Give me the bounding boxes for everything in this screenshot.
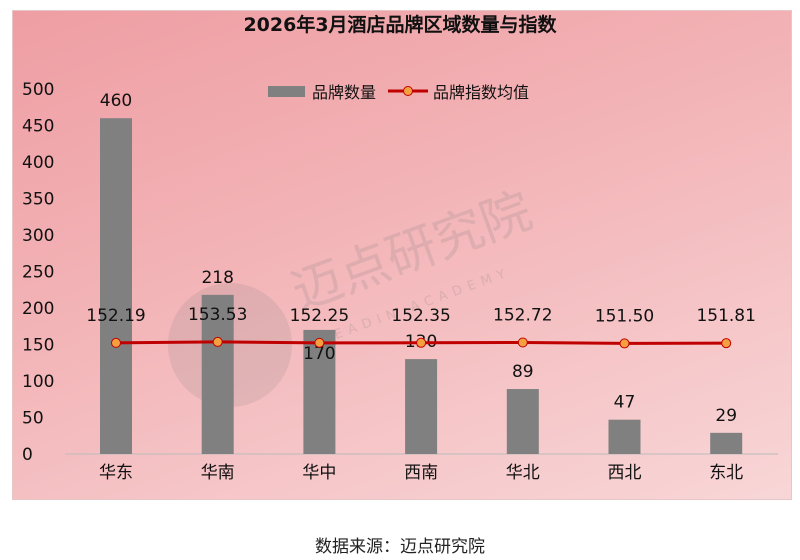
legend-label-bar: 品牌数量 <box>312 83 376 102</box>
bar <box>710 432 743 454</box>
x-tick-label: 西南 <box>404 463 438 483</box>
index-point <box>619 338 630 349</box>
index-data-label: 151.81 <box>696 306 755 326</box>
bar-data-label: 170 <box>303 344 335 364</box>
bar-data-label: 460 <box>100 91 132 111</box>
bar <box>405 359 438 454</box>
bar-data-label: 218 <box>201 268 233 288</box>
legend-label-line: 品牌指数均值 <box>433 83 529 102</box>
index-data-label: 152.72 <box>493 306 552 326</box>
y-tick-label: 500 <box>22 80 54 100</box>
legend-swatch-bar <box>268 86 305 97</box>
bar-data-label: 29 <box>715 406 737 426</box>
legend-swatch-marker <box>403 86 413 96</box>
y-tick-label: 450 <box>22 117 54 137</box>
x-tick-label: 东北 <box>709 463 743 483</box>
y-tick-label: 200 <box>22 299 54 319</box>
y-tick-label: 150 <box>22 336 54 356</box>
index-data-label: 152.19 <box>86 306 145 326</box>
index-point <box>212 336 223 347</box>
y-tick-label: 350 <box>22 190 54 210</box>
bar-data-label: 89 <box>512 362 534 382</box>
x-tick-label: 西北 <box>608 463 642 483</box>
index-data-label: 153.53 <box>188 305 247 325</box>
bar <box>100 118 132 454</box>
y-tick-label: 50 <box>22 409 44 429</box>
y-tick-label: 300 <box>22 226 54 246</box>
bar <box>608 419 641 454</box>
bar-data-label: 47 <box>614 393 636 413</box>
bar <box>303 329 336 454</box>
index-data-label: 152.25 <box>290 306 349 326</box>
index-data-label: 151.50 <box>595 306 654 326</box>
index-point <box>416 337 427 348</box>
index-point <box>517 337 528 348</box>
y-tick-label: 250 <box>22 263 54 283</box>
index-data-label: 152.35 <box>391 306 450 326</box>
x-tick-label: 华中 <box>302 463 336 483</box>
index-point <box>111 337 121 348</box>
y-tick-label: 400 <box>22 153 54 173</box>
chart-title: 2026年3月酒店品牌区域数量与指数 <box>243 14 557 36</box>
x-tick-label: 华南 <box>201 463 235 483</box>
bar <box>506 389 539 454</box>
index-point <box>314 337 325 348</box>
source-note: 数据来源：迈点研究院 <box>315 537 485 557</box>
y-tick-label: 0 <box>22 445 33 465</box>
y-tick-label: 100 <box>22 372 54 392</box>
index-point <box>721 338 732 349</box>
x-tick-label: 华东 <box>99 463 133 483</box>
x-tick-label: 华北 <box>506 463 540 483</box>
bar <box>201 294 234 454</box>
